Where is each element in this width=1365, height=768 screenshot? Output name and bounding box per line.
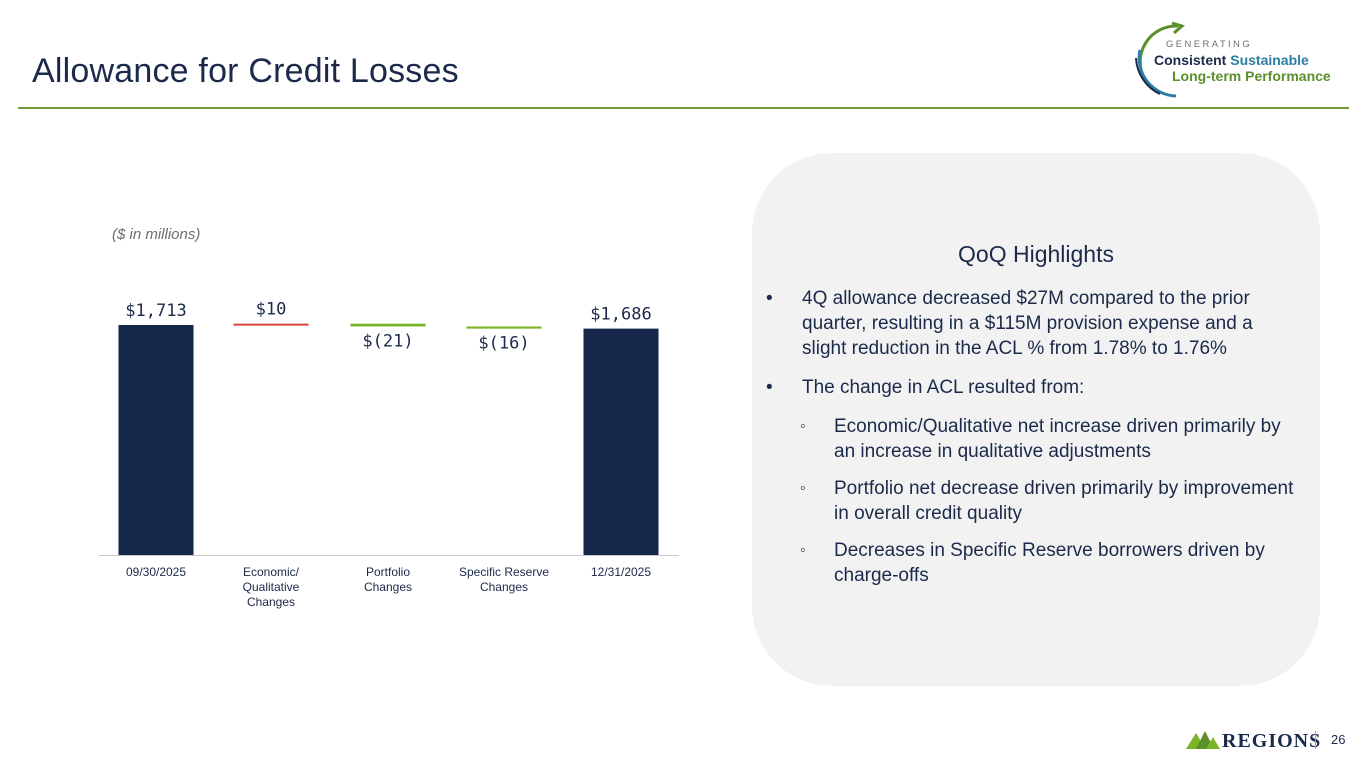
bar-0: [118, 325, 194, 555]
highlight-sub-bullet: Decreases in Specific Reserve borrowers …: [800, 538, 1302, 588]
category-label-3: Changes: [480, 580, 528, 594]
category-label-1: Changes: [247, 595, 295, 609]
category-label-0: 09/30/2025: [126, 565, 186, 579]
category-label-1: Qualitative: [243, 580, 300, 594]
waterfall-chart: $1,71309/30/2025$10Economic/QualitativeC…: [99, 300, 679, 609]
highlight-sub-bullet: Economic/Qualitative net increase driven…: [800, 414, 1302, 464]
bar-4: [583, 328, 659, 555]
category-label-2: Changes: [364, 580, 412, 594]
category-label-4: 12/31/2025: [591, 565, 651, 579]
footer-divider: [1315, 731, 1316, 749]
data-label-0: $1,713: [125, 301, 186, 321]
category-label-3: Specific Reserve: [459, 565, 549, 579]
category-label-2: Portfolio: [366, 565, 410, 579]
bar-1: [233, 323, 309, 326]
logo-word-sustainable: Sustainable: [1230, 52, 1309, 68]
units-note: ($ in millions): [112, 226, 201, 243]
highlight-sub-bullet: Portfolio net decrease driven primarily …: [800, 476, 1302, 526]
regions-pyramid-icon: [1186, 731, 1220, 749]
swoosh-icon: [1135, 21, 1186, 98]
category-label-1: Economic/: [243, 565, 300, 579]
data-label-2: $(21): [362, 331, 413, 351]
regions-wordmark: REGIONS: [1222, 730, 1322, 752]
highlight-bullet: The change in ACL resulted from:: [766, 375, 1302, 400]
data-label-3: $(16): [478, 334, 529, 354]
highlight-bullet: 4Q allowance decreased $27M compared to …: [766, 286, 1302, 361]
title-divider: [18, 107, 1349, 109]
highlights-title: QoQ Highlights: [958, 241, 1114, 267]
page-title: Allowance for Credit Losses: [32, 52, 459, 90]
logo-tagline-line2: Long-term Performance: [1172, 68, 1331, 84]
logo-tagline-line1: Consistent Sustainable: [1154, 52, 1309, 68]
data-label-4: $1,686: [590, 305, 651, 325]
page-number: 26: [1331, 732, 1346, 747]
logo-tagline-top: GENERATING: [1166, 39, 1253, 50]
highlights-list: 4Q allowance decreased $27M compared to …: [766, 286, 1302, 600]
bar-2: [350, 323, 426, 327]
logo-word-consistent: Consistent: [1154, 52, 1227, 68]
generating-logo: GENERATING Consistent Sustainable Long-t…: [1130, 20, 1345, 100]
highlights-panel: QoQ Highlights 4Q allowance decreased $2…: [752, 153, 1320, 686]
bar-3: [466, 326, 542, 329]
data-label-1: $10: [256, 300, 287, 320]
regions-logo: REGIONS: [1186, 727, 1320, 753]
